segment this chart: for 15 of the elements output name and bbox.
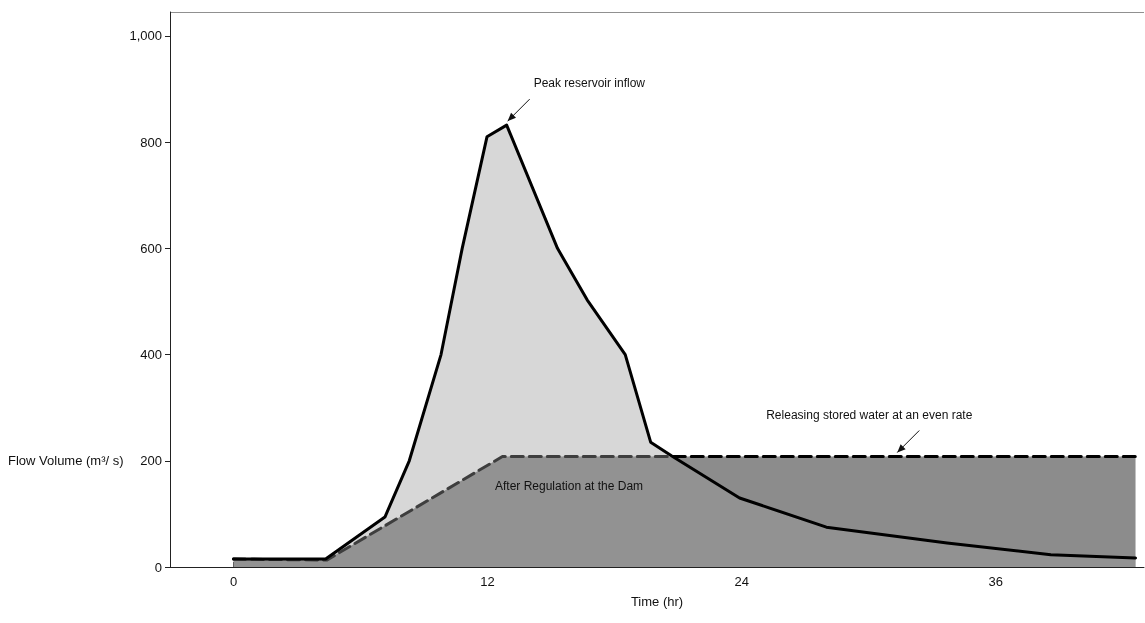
annotation: After Regulation at the Dam: [495, 479, 644, 493]
x-axis-title: Time (hr): [630, 594, 684, 609]
y-tick-label: 1,000: [129, 28, 162, 44]
x-tick-label: 12: [480, 574, 495, 589]
x-tick-label: 0: [229, 574, 238, 589]
annotation: Releasing stored water at an even rate: [766, 407, 973, 422]
y-axis-title: Flow Volume (m³/ s): [8, 453, 124, 468]
y-tick-label: 600: [140, 240, 162, 256]
y-tick-label: 800: [140, 134, 162, 150]
y-tick-label: 400: [140, 347, 162, 363]
y-tick-label: 0: [154, 559, 162, 575]
annotation: Peak reservoir inflow: [533, 76, 646, 91]
x-tick-label: 24: [734, 574, 749, 589]
y-tick-label: 200: [140, 453, 162, 469]
x-tick-label: 36: [988, 574, 1004, 589]
